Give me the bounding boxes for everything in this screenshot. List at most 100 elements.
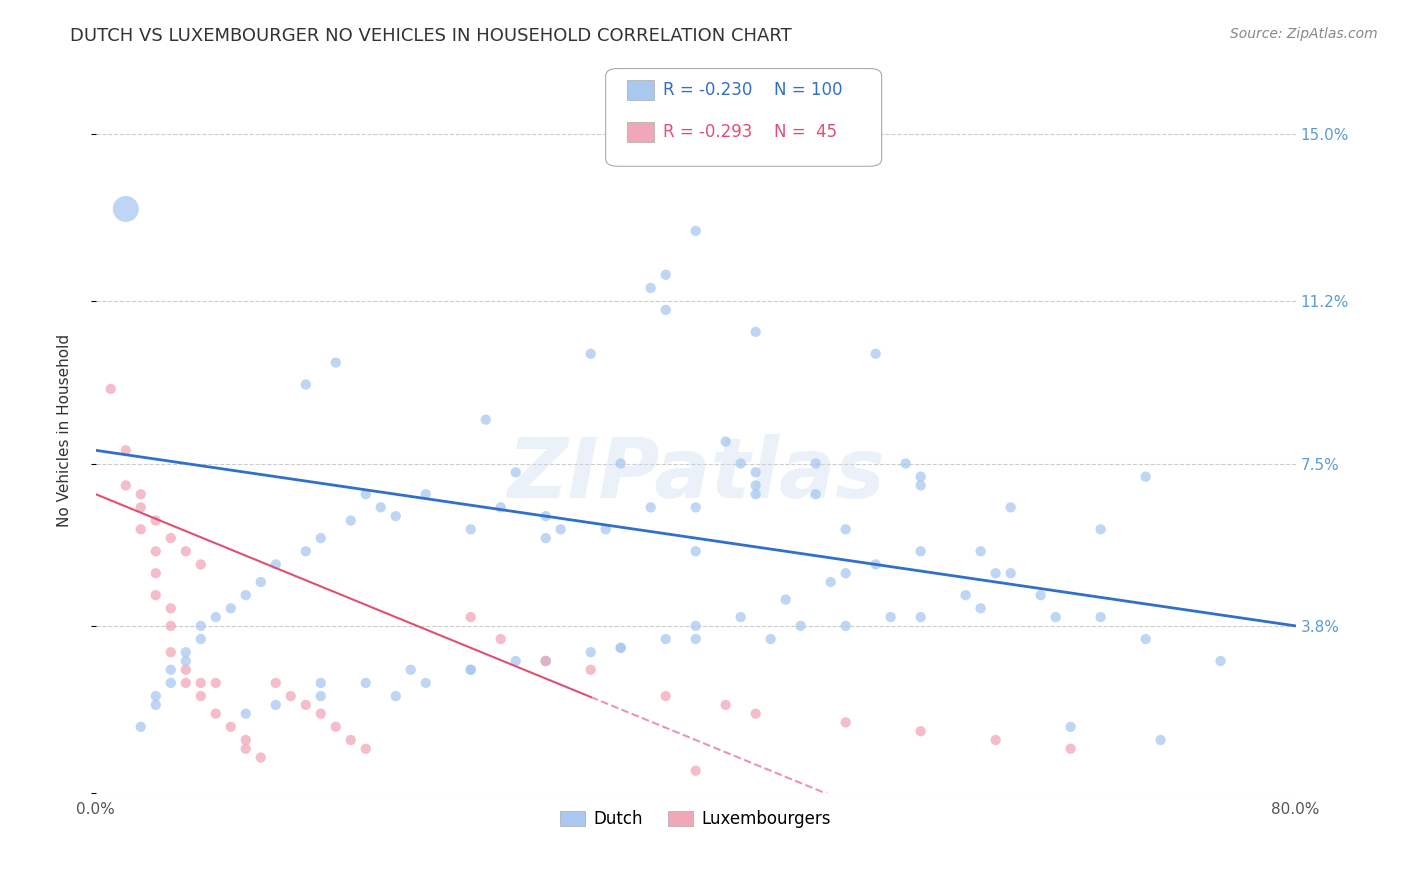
Point [309, 676, 332, 690]
Point [984, 566, 1007, 581]
Point [910, 544, 932, 558]
Point [685, 632, 707, 646]
Point [685, 764, 707, 778]
Point [354, 741, 377, 756]
Point [204, 610, 226, 624]
Point [744, 465, 766, 479]
Point [460, 522, 482, 536]
Point [114, 478, 136, 492]
Point [460, 610, 482, 624]
Point [145, 588, 167, 602]
Point [114, 202, 136, 216]
Point [100, 382, 122, 396]
Point [114, 443, 136, 458]
Point [219, 720, 242, 734]
Point [145, 514, 167, 528]
Point [640, 500, 662, 515]
Point [174, 544, 197, 558]
Point [145, 544, 167, 558]
Point [910, 478, 932, 492]
Point [579, 645, 602, 659]
Point [384, 509, 406, 524]
Point [969, 544, 991, 558]
Point [145, 689, 167, 703]
Point [129, 522, 152, 536]
Point [534, 654, 557, 668]
Text: ZIPatlas: ZIPatlas [506, 434, 884, 515]
Point [1135, 632, 1157, 646]
Point [730, 610, 752, 624]
Point [1000, 500, 1022, 515]
Point [145, 698, 167, 712]
Point [1209, 654, 1232, 668]
Point [460, 663, 482, 677]
Point [744, 706, 766, 721]
Point [759, 632, 782, 646]
Point [685, 500, 707, 515]
Point [1045, 610, 1067, 624]
Point [129, 500, 152, 515]
Point [609, 457, 631, 471]
Point [309, 689, 332, 703]
Point [354, 487, 377, 501]
Text: DUTCH VS LUXEMBOURGER NO VEHICLES IN HOUSEHOLD CORRELATION CHART: DUTCH VS LUXEMBOURGER NO VEHICLES IN HOU… [70, 27, 792, 45]
Point [579, 663, 602, 677]
Point [969, 601, 991, 615]
Point [249, 574, 271, 589]
Point [640, 281, 662, 295]
Point [309, 706, 332, 721]
Point [879, 610, 901, 624]
Point [339, 514, 361, 528]
Point [294, 698, 316, 712]
Point [640, 149, 662, 163]
Point [280, 689, 302, 703]
Point [249, 750, 271, 764]
Point [129, 487, 152, 501]
Point [264, 558, 287, 572]
Point [1059, 741, 1081, 756]
Point [685, 224, 707, 238]
Point [910, 469, 932, 483]
Point [370, 500, 392, 515]
Text: N = 100: N = 100 [773, 81, 842, 99]
Point [219, 601, 242, 615]
Point [1090, 610, 1112, 624]
Point [955, 588, 977, 602]
Point [744, 325, 766, 339]
Point [595, 522, 617, 536]
Point [235, 706, 257, 721]
Point [894, 457, 917, 471]
Point [534, 531, 557, 545]
Point [204, 706, 226, 721]
Point [1059, 720, 1081, 734]
Y-axis label: No Vehicles in Household: No Vehicles in Household [58, 334, 72, 527]
FancyBboxPatch shape [627, 122, 654, 142]
Point [744, 478, 766, 492]
Point [910, 610, 932, 624]
Point [415, 487, 437, 501]
Point [1000, 566, 1022, 581]
Point [294, 377, 316, 392]
Point [910, 724, 932, 739]
Point [1090, 522, 1112, 536]
Point [264, 698, 287, 712]
Point [1029, 588, 1052, 602]
Point [685, 619, 707, 633]
Point [714, 698, 737, 712]
Point [190, 558, 212, 572]
Point [685, 544, 707, 558]
Point [159, 601, 181, 615]
Point [820, 574, 842, 589]
Point [489, 500, 512, 515]
Point [159, 663, 181, 677]
Point [235, 588, 257, 602]
Point [489, 632, 512, 646]
Point [174, 645, 197, 659]
Point [534, 509, 557, 524]
Point [654, 302, 676, 317]
Text: N =  45: N = 45 [773, 123, 837, 141]
Point [174, 676, 197, 690]
Point [190, 619, 212, 633]
Legend: Dutch, Luxembourgers: Dutch, Luxembourgers [554, 804, 838, 835]
Point [264, 676, 287, 690]
